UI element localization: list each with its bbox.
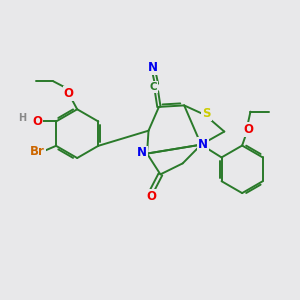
Text: O: O [243,123,253,136]
Text: H: H [18,113,26,124]
Text: S: S [202,107,211,120]
Text: O: O [146,190,157,202]
Text: O: O [64,87,74,100]
Text: Br: Br [30,145,45,158]
Text: N: N [137,146,147,160]
Text: N: N [198,138,208,151]
Text: O: O [32,115,42,128]
Text: N: N [148,61,158,74]
Text: C: C [149,82,157,92]
